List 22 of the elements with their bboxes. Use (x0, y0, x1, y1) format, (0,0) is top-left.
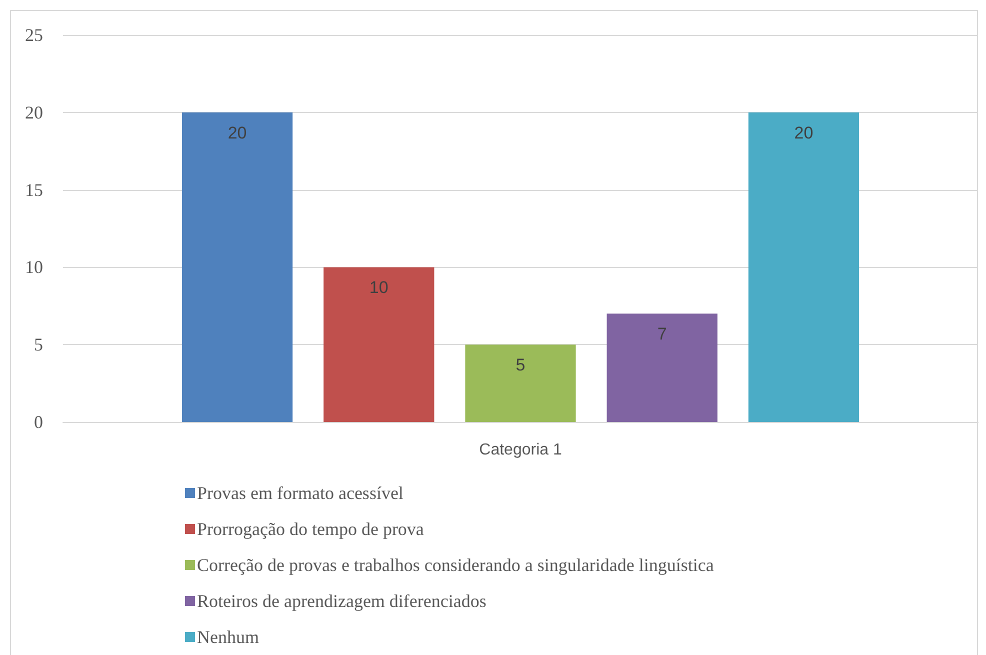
y-tick-label: 20 (25, 102, 43, 122)
data-label: 5 (516, 356, 526, 375)
bar (606, 314, 718, 422)
data-label: 20 (228, 123, 247, 142)
x-tick-label: Categoria 1 (479, 442, 562, 458)
legend-label: Correção de provas e trabalhos considerando a singularidade linguística (197, 555, 714, 575)
bar (182, 112, 293, 422)
legend-label: Provas em formato acessível (197, 483, 404, 503)
data-label: 20 (794, 123, 814, 142)
bar (324, 267, 434, 422)
bar (748, 112, 860, 422)
y-tick-label: 0 (34, 412, 43, 432)
legend-label: Roteiros de aprendizagem diferenciados (197, 591, 486, 611)
data-label: 10 (369, 278, 388, 298)
y-tick-label: 10 (25, 257, 43, 278)
y-tick-label: 5 (34, 334, 43, 355)
data-label: 7 (657, 324, 667, 344)
bar (465, 344, 576, 422)
y-tick-label: 15 (25, 180, 43, 200)
y-tick-label: 25 (25, 25, 43, 45)
legend-label: Nenhum (197, 627, 259, 647)
legend-label: Prorrogação do tempo de prova (197, 519, 424, 539)
